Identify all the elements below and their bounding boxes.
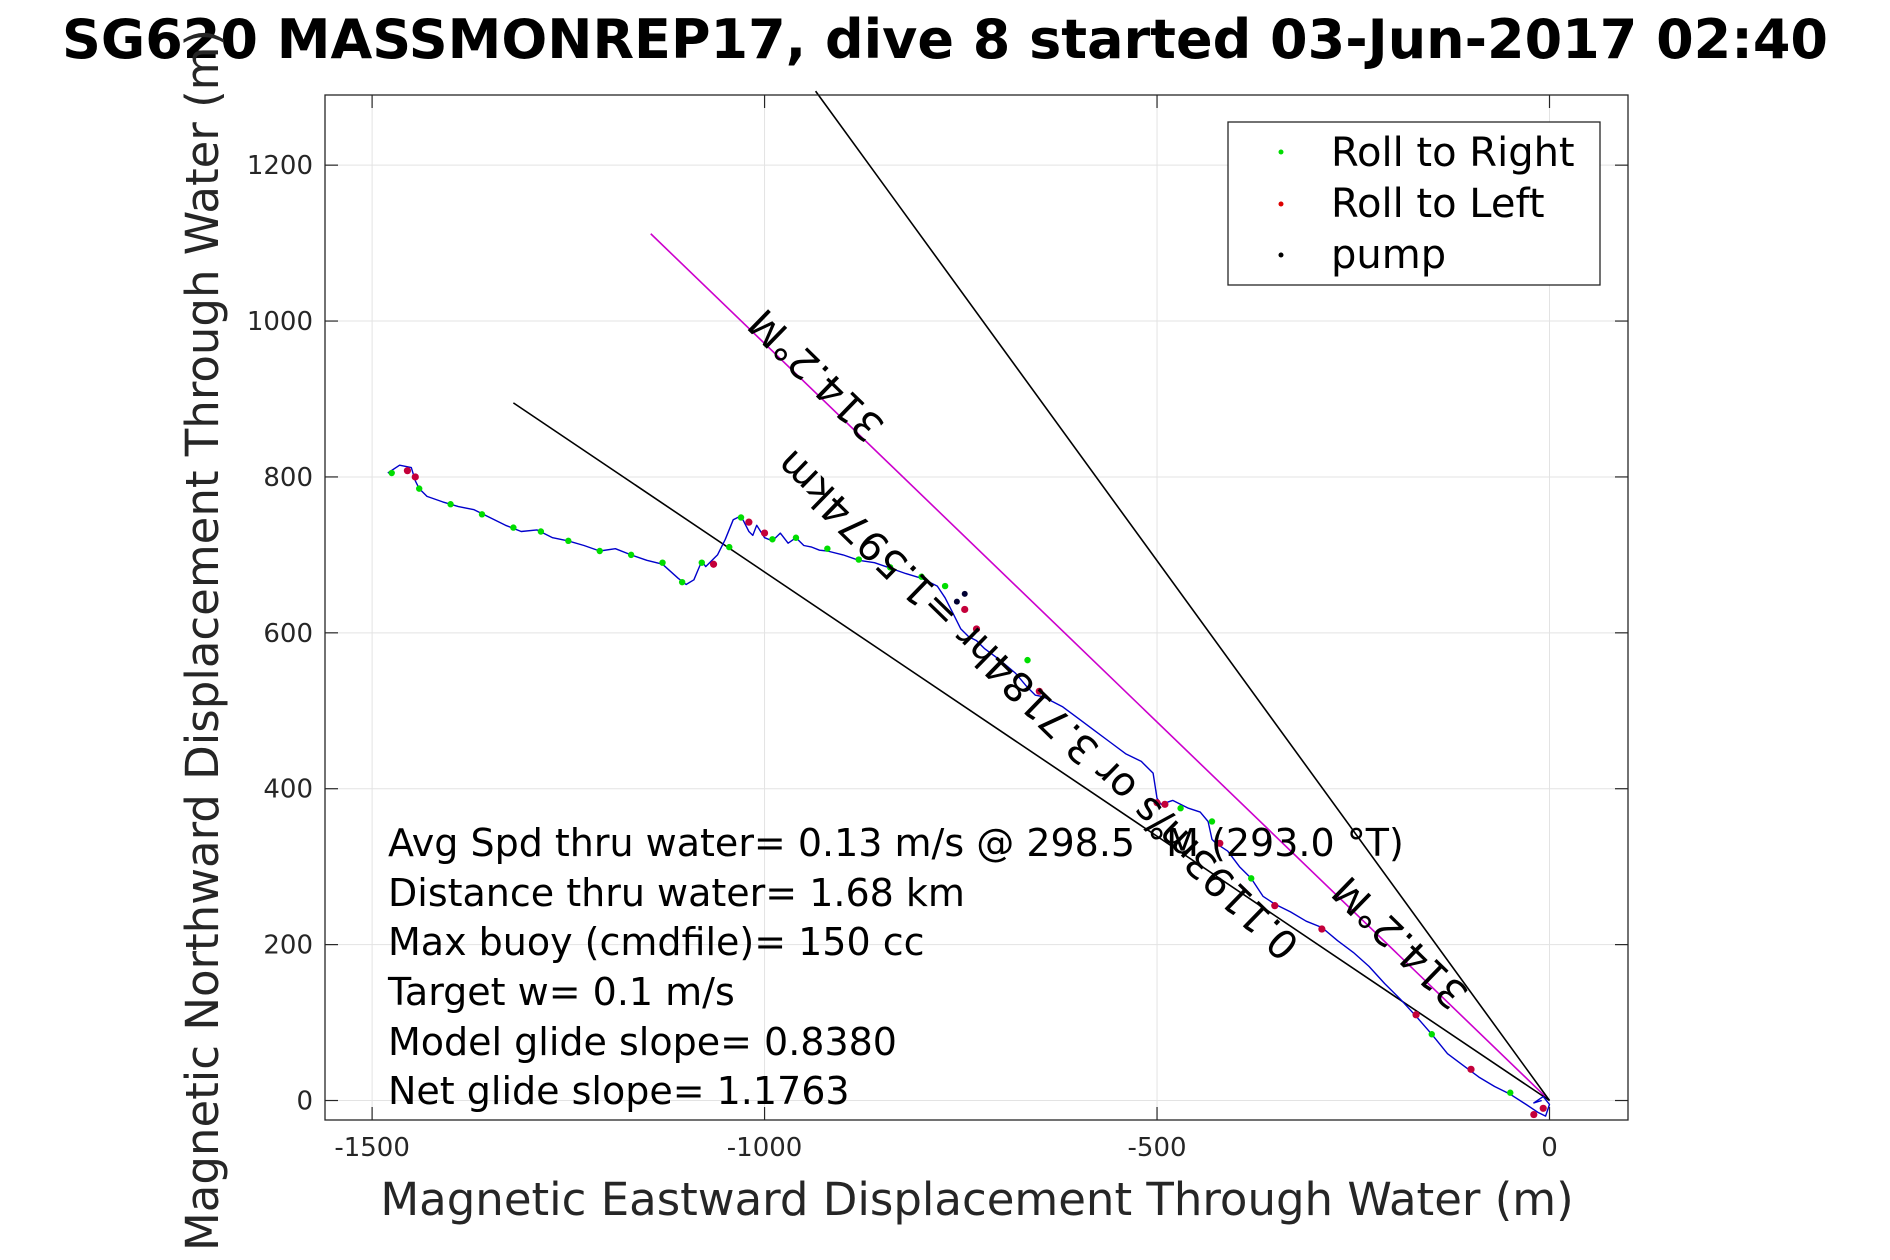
roll-right-point <box>1208 818 1216 825</box>
y-tick-label: 0 <box>296 1087 313 1117</box>
roll-right-point <box>537 528 545 535</box>
y-axis-label: Magnetic Northward Displacement Through … <box>176 29 229 1251</box>
legend-label-pump: pump <box>1331 232 1446 278</box>
y-tick-label: 600 <box>263 619 313 649</box>
reference-lines <box>512 90 1551 1102</box>
roll-left-point <box>1539 1104 1547 1112</box>
chart-title: SG620 MASSMONREP17, dive 8 started 03-Ju… <box>62 8 1828 71</box>
legend-label-roll-right: Roll to Right <box>1331 130 1575 176</box>
roll-left-point <box>1530 1110 1538 1119</box>
roll-left-point <box>403 467 412 475</box>
roll-right-point <box>698 559 705 566</box>
legend-marker-roll-left <box>1278 201 1284 207</box>
roll-right-point <box>596 547 603 555</box>
x-tick-label: -1500 <box>334 1133 410 1163</box>
y-tick-label: 200 <box>263 931 313 961</box>
axis-ticks: -1500 -1000 -500 0 0 200 400 600 800 1000 1200 <box>247 95 1628 1163</box>
roll-right-point <box>1248 875 1255 882</box>
x-tick-label: -500 <box>1128 1133 1187 1163</box>
roll-left-point <box>1035 687 1043 695</box>
roll-left-point <box>1412 1011 1420 1019</box>
annotation-block: Avg Spd thru water= 0.13 m/s @ 298.5 °M … <box>387 821 1404 1113</box>
roll-right-point <box>388 469 395 477</box>
x-tick-label: 0 <box>1541 1133 1558 1163</box>
roll-left-markers <box>403 467 1547 1119</box>
roll-left-point <box>760 529 769 537</box>
roll-right-point <box>1507 1089 1514 1096</box>
roll-right-point <box>886 564 894 571</box>
legend-box <box>1227 121 1601 286</box>
reference-line-wedge-lower <box>512 402 1550 1102</box>
track-line <box>387 464 1551 1117</box>
reference-line-wedge-upper <box>814 90 1551 1101</box>
annotation-target-w: Target w= 0.1 m/s <box>387 970 735 1014</box>
roll-left-point <box>1318 925 1326 933</box>
roll-left-point <box>411 473 419 481</box>
legend-marker-pump <box>1278 252 1284 258</box>
roll-left-point <box>1467 1065 1475 1073</box>
roll-right-point <box>769 536 776 543</box>
y-tick-label: 400 <box>263 775 313 805</box>
roll-left-point <box>961 605 969 614</box>
plot-frame <box>324 94 1629 1121</box>
roll-left-point <box>972 625 981 633</box>
x-tick-label: -1000 <box>727 1133 803 1163</box>
pump-point <box>961 590 968 597</box>
reference-line-heading <box>650 233 1551 1102</box>
roll-right-markers <box>388 469 1514 1096</box>
roll-left-point <box>745 518 753 526</box>
roll-right-point <box>627 551 635 559</box>
roll-right-point <box>855 556 862 563</box>
x-axis-label: Magnetic Eastward Displacement Through W… <box>380 1173 1573 1226</box>
roll-right-point <box>792 534 800 541</box>
roll-right-point <box>1024 656 1031 664</box>
pump-point <box>953 598 960 605</box>
roll-right-point <box>1177 805 1184 812</box>
roll-left-point <box>1153 799 1161 807</box>
y-tick-label: 1000 <box>247 307 313 337</box>
roll-right-point <box>510 524 517 531</box>
roll-right-point <box>726 543 733 551</box>
roll-right-point <box>918 573 925 580</box>
pump-markers <box>953 590 968 605</box>
y-tick-label: 800 <box>263 463 313 493</box>
roll-right-point <box>824 545 831 552</box>
roll-right-point <box>941 582 949 590</box>
y-tick-label: 1200 <box>247 151 313 181</box>
legend: Roll to Right Roll to Left pump <box>1227 121 1601 286</box>
roll-right-point <box>737 514 745 521</box>
legend-marker-roll-right <box>1278 149 1284 155</box>
roll-right-point <box>478 511 486 518</box>
legend-label-roll-left: Roll to Left <box>1331 181 1545 227</box>
annotation-avg-speed: Avg Spd thru water= 0.13 m/s @ 298.5 °M … <box>388 821 1404 865</box>
roll-right-point <box>678 578 686 586</box>
roll-right-point <box>447 501 454 508</box>
annotation-model-glide: Model glide slope= 0.8380 <box>388 1020 897 1064</box>
roll-right-point <box>1428 1031 1435 1038</box>
roll-left-point <box>1216 839 1224 847</box>
roll-left-point <box>1161 800 1169 808</box>
roll-right-point <box>565 537 572 545</box>
dive-track <box>387 464 1551 1117</box>
annotation-net-glide: Net glide slope= 1.1763 <box>388 1069 850 1113</box>
annotation-max-buoy: Max buoy (cmdfile)= 150 cc <box>388 920 925 964</box>
roll-right-point <box>415 485 423 492</box>
roll-left-point <box>1271 902 1279 910</box>
annotation-distance: Distance thru water= 1.68 km <box>388 871 965 915</box>
roll-left-point <box>709 560 718 568</box>
roll-right-point <box>659 559 666 566</box>
